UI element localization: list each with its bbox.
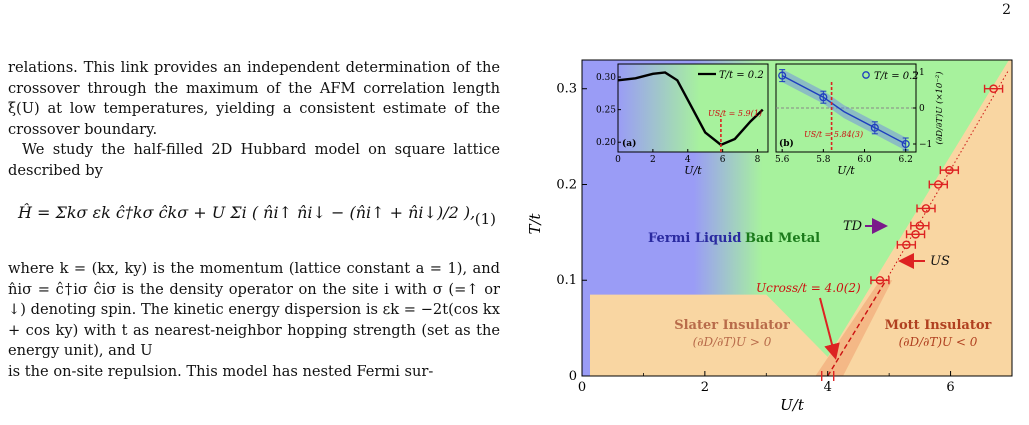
inset-b-y-tick-label: 0 xyxy=(919,104,925,114)
slater-condition: (∂D/∂T)U > 0 xyxy=(693,335,772,349)
inset-b-y-tick-label: 1 xyxy=(919,68,925,78)
inset-a: US/t = 5.9(1) (a) T/t = 0.2 0 2 4 6 8 0.20 0.2… xyxy=(596,63,769,177)
inset-b: US/t = 5.84(3) (b) T/t = 0.2 5.6 5.8 6.0 6.… xyxy=(775,63,945,177)
data-point xyxy=(902,240,911,250)
equation-number: (1) xyxy=(474,210,496,228)
y-tick-label: 0.1 xyxy=(556,273,577,288)
inset-b-points xyxy=(778,69,910,151)
crossover-line xyxy=(827,279,887,377)
inset-a-y-tick-label: 0.25 xyxy=(596,106,616,116)
inset-b-us-label: US/t = 5.84(3) xyxy=(804,130,863,139)
inset-b-xlabel: U/t xyxy=(837,164,855,177)
y-tick-label: 0.3 xyxy=(556,82,577,97)
region-label-mott: Mott Insulator xyxy=(885,318,992,333)
inset-b-x-tick-label: 5.6 xyxy=(775,155,790,165)
inset-a-y-tick-label: 0.30 xyxy=(596,73,616,83)
inset-a-x-tick-label: 4 xyxy=(685,155,691,165)
x-tick-label: 4 xyxy=(824,380,832,395)
insulator-region xyxy=(590,60,1012,376)
inset-a-xlabel: U/t xyxy=(684,164,702,177)
data-point xyxy=(945,165,954,175)
equation-body: Ĥ = Σkσ εk ĉ†kσ ĉkσ + U Σi ( n̂i↑ n̂i↓ −… xyxy=(18,203,476,222)
phase-diagram-svg: 0 2 4 6 0 0.1 0.2 0.3 U/t T/t Fermi Liquid Bad… xyxy=(526,59,1013,414)
paragraph-cut: is the on-site repulsion. This model has… xyxy=(8,362,434,380)
x-tick-label: 0 xyxy=(578,380,586,395)
inset-b-legend-marker xyxy=(862,71,870,79)
inset-a-us-label: US/t = 5.9(1) xyxy=(708,109,762,118)
region-label-fermi-liquid: Fermi Liquid xyxy=(648,231,742,246)
inset-b-point xyxy=(901,139,910,149)
x-tick-label: 6 xyxy=(946,380,954,395)
inset-a-ticks: 0 2 4 6 8 0.20 0.25 0.30 xyxy=(596,73,761,165)
us-label: US xyxy=(930,254,950,269)
y-tick-label: 0 xyxy=(569,369,577,384)
region-label-bad-metal: Bad Metal xyxy=(745,231,820,246)
x-axis-ticks: 0 2 4 6 xyxy=(578,371,1013,395)
plot-frame xyxy=(581,59,1013,377)
inset-b-x-tick-label: 6.2 xyxy=(899,155,913,165)
data-point xyxy=(875,275,885,285)
data-points xyxy=(821,84,1004,381)
inset-b-curve xyxy=(781,74,907,145)
region-label-slater: Slater Insulator xyxy=(674,318,790,333)
inset-b-point xyxy=(870,123,879,132)
inset-a-y-tick-label: 0.20 xyxy=(596,138,616,148)
inset-b-point xyxy=(778,71,787,80)
inset-a-legend: T/t = 0.2 xyxy=(719,70,764,81)
inset-a-x-tick-label: 6 xyxy=(720,155,726,165)
x-axis-label: U/t xyxy=(780,396,805,414)
inset-b-point xyxy=(819,93,828,102)
paragraph: We study the half-filled 2D Hubbard mode… xyxy=(8,141,500,179)
body-text-column: relations. This link provides an indepen… xyxy=(8,58,500,382)
page-number: 2 xyxy=(1002,2,1011,18)
y-axis-ticks: 0 0.1 0.2 0.3 xyxy=(556,82,587,384)
y-tick-label: 0.2 xyxy=(556,177,577,192)
td-label: TD xyxy=(843,219,863,234)
data-point xyxy=(915,221,925,230)
inset-b-y-tick-label: −1 xyxy=(919,140,932,150)
inset-a-x-tick-label: 0 xyxy=(615,155,621,165)
inset-b-legend: T/t = 0.2 xyxy=(874,71,919,82)
y-axis-label: T/t xyxy=(526,212,544,234)
inset-b-ticks: 5.6 5.8 6.0 6.2 1 0 −1 xyxy=(775,68,932,165)
phase-diagram-figure: 0 2 4 6 0 0.1 0.2 0.3 U/t T/t Fermi Liquid Bad… xyxy=(520,54,1020,421)
paragraph: relations. This link provides an indepen… xyxy=(8,59,500,138)
data-point xyxy=(933,180,943,189)
ucross-annotation: Ucross/t = 4.0(2) xyxy=(756,281,861,295)
inset-b-ylabel: (∂D/∂T)U (×10⁻²) xyxy=(934,71,945,144)
data-point xyxy=(989,84,998,94)
ucross-arrow xyxy=(819,297,840,360)
inset-a-x-tick-label: 2 xyxy=(650,155,656,165)
inset-b-x-tick-label: 6.0 xyxy=(857,155,872,165)
inset-a-curve xyxy=(617,71,764,147)
x-tick-label: 2 xyxy=(701,380,709,395)
hamiltonian-equation: Ĥ = Σkσ εk ĉ†kσ ĉkσ + U Σi ( n̂i↑ n̂i↓ −… xyxy=(8,189,500,253)
mott-condition: (∂D/∂T)U < 0 xyxy=(899,335,978,349)
inset-b-x-tick-label: 5.8 xyxy=(816,155,831,165)
paragraph: where k = (kx, ky) is the momentum (latt… xyxy=(8,260,500,359)
inset-a-panel-label: (a) xyxy=(622,138,636,149)
data-point xyxy=(921,204,931,213)
inset-b-panel-label: (b) xyxy=(779,138,794,149)
inset-a-x-tick-label: 8 xyxy=(755,155,761,165)
data-point xyxy=(911,229,920,239)
